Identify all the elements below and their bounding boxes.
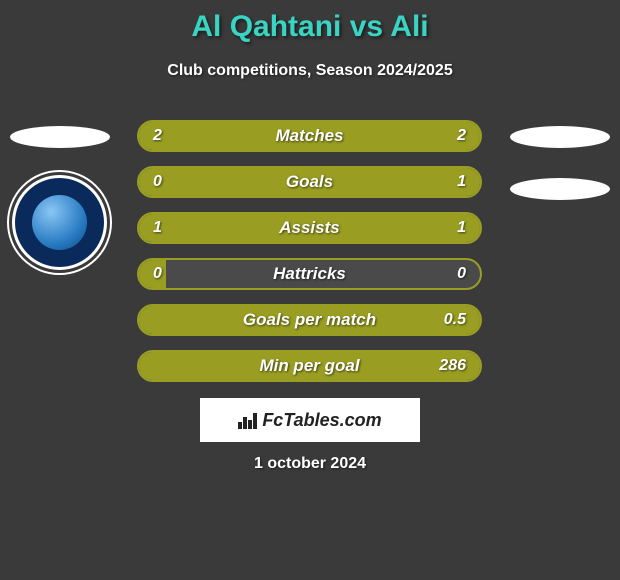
stat-value-right: 1 (457, 168, 466, 196)
club-logo-ball-icon (32, 195, 87, 250)
stat-row: Min per goal286 (137, 350, 482, 382)
stat-row: Assists1 1 (137, 212, 482, 244)
stat-value-right: 286 (439, 352, 466, 380)
stat-value-left: 0 (153, 260, 162, 288)
comparison-infographic: Al Qahtani vs Ali Club competitions, Sea… (0, 0, 620, 580)
stat-value-left: 1 (153, 214, 162, 242)
stat-row: Hattricks0 0 (137, 258, 482, 290)
stat-value-left: 2 (153, 122, 162, 150)
stat-row: Goals per match0.5 (137, 304, 482, 336)
stat-value-left: 0 (153, 168, 162, 196)
player-right-avatar-ellipse-2 (510, 178, 610, 200)
stat-label: Hattricks (139, 260, 480, 288)
brand-text: FcTables.com (262, 410, 381, 430)
stat-label: Min per goal (139, 352, 480, 380)
stat-label: Goals (139, 168, 480, 196)
player-left-avatar-ellipse (10, 126, 110, 148)
brand-chart-icon (238, 413, 258, 429)
page-title: Al Qahtani vs Ali (0, 10, 620, 44)
player-right-avatar-ellipse-1 (510, 126, 610, 148)
date-text: 1 october 2024 (0, 455, 620, 473)
stat-row: Goals0 1 (137, 166, 482, 198)
stat-label: Goals per match (139, 306, 480, 334)
stat-value-right: 2 (457, 122, 466, 150)
stat-row: Matches2 2 (137, 120, 482, 152)
stat-label: Assists (139, 214, 480, 242)
club-logo-left (12, 175, 107, 270)
stat-value-right: 0 (457, 260, 466, 288)
subtitle: Club competitions, Season 2024/2025 (0, 62, 620, 80)
stat-value-right: 1 (457, 214, 466, 242)
brand-badge: FcTables.com (200, 398, 420, 442)
stats-bars: Matches22Goals01Assists11Hattricks00Goal… (137, 120, 482, 396)
stat-value-right: 0.5 (444, 306, 466, 334)
stat-label: Matches (139, 122, 480, 150)
